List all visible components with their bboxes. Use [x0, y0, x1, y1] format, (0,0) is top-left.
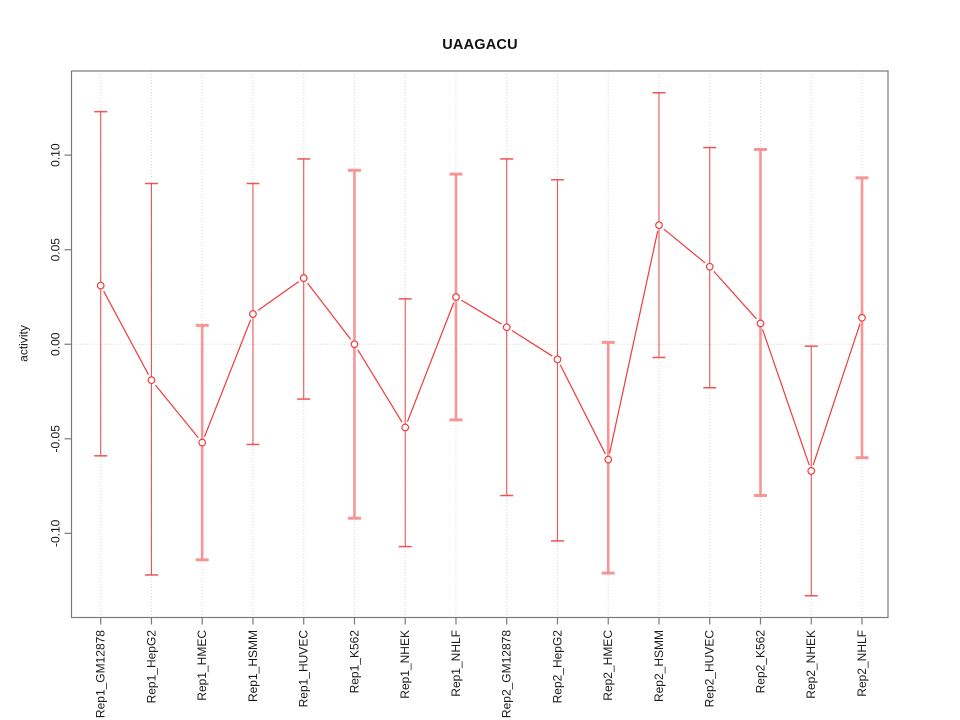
x-tick-label: Rep1_NHLF: [449, 630, 463, 697]
data-point: [198, 438, 207, 447]
data-point: [858, 313, 866, 322]
data-point: [655, 221, 663, 230]
x-tick-label: Rep2_HSMM: [652, 630, 666, 702]
series-line-segment: [257, 281, 299, 311]
chart-title: UAAGACU: [442, 37, 518, 53]
x-tick-label: Rep2_NHEK: [804, 630, 818, 699]
data-point: [350, 340, 359, 349]
x-tick-label: Rep2_NHLF: [855, 630, 869, 697]
data-point: [249, 310, 257, 318]
data-point: [807, 467, 816, 475]
y-tick-label: 0.00: [49, 332, 63, 356]
series-line-segment: [812, 323, 861, 466]
data-point: [299, 274, 308, 282]
series-line-segment: [307, 282, 352, 340]
x-tick-label: Rep1_GM12878: [94, 630, 108, 718]
series-line-segment: [608, 231, 659, 454]
series-line-segment: [761, 329, 810, 466]
x-tick-label: Rep1_HUVEC: [297, 630, 311, 708]
data-point: [553, 355, 562, 364]
data-point: [502, 323, 511, 332]
x-tick-label: Rep2_K562: [753, 630, 767, 694]
series-line-segment: [559, 364, 606, 455]
y-tick-label: 0.10: [49, 143, 63, 167]
x-tick-label: Rep1_NHEK: [398, 630, 412, 699]
x-tick-label: Rep2_HUVEC: [703, 630, 717, 708]
series-line-segment: [357, 349, 403, 423]
data-point: [96, 281, 105, 290]
series-line-segment: [663, 228, 706, 264]
series-line-segment: [713, 270, 757, 320]
data-point: [452, 293, 460, 301]
data-point: [756, 319, 765, 328]
data-point: [401, 423, 410, 432]
y-tick-label: 0.05: [49, 238, 63, 262]
data-point: [604, 455, 613, 464]
x-tick-label: Rep2_HepG2: [550, 630, 564, 704]
data-point: [705, 262, 714, 271]
y-tick-label: -0.05: [49, 425, 63, 453]
x-tick-label: Rep2_GM12878: [500, 630, 514, 718]
x-tick-label: Rep1_K562: [347, 630, 361, 694]
y-tick-label: -0.10: [49, 519, 63, 547]
series-line-segment: [511, 330, 553, 357]
series-line-segment: [203, 319, 252, 438]
series-line-segment: [154, 384, 199, 439]
series-line-segment: [406, 302, 455, 422]
x-tick-label: Rep1_HSMM: [246, 630, 260, 702]
series-line-segment: [460, 299, 502, 325]
x-tick-label: Rep1_HMEC: [195, 630, 209, 701]
series-line-segment: [103, 290, 150, 376]
x-tick-label: Rep2_HMEC: [601, 630, 615, 701]
x-tick-label: Rep1_HepG2: [144, 630, 158, 704]
y-axis-label: activity: [16, 325, 31, 362]
data-point: [147, 376, 156, 385]
